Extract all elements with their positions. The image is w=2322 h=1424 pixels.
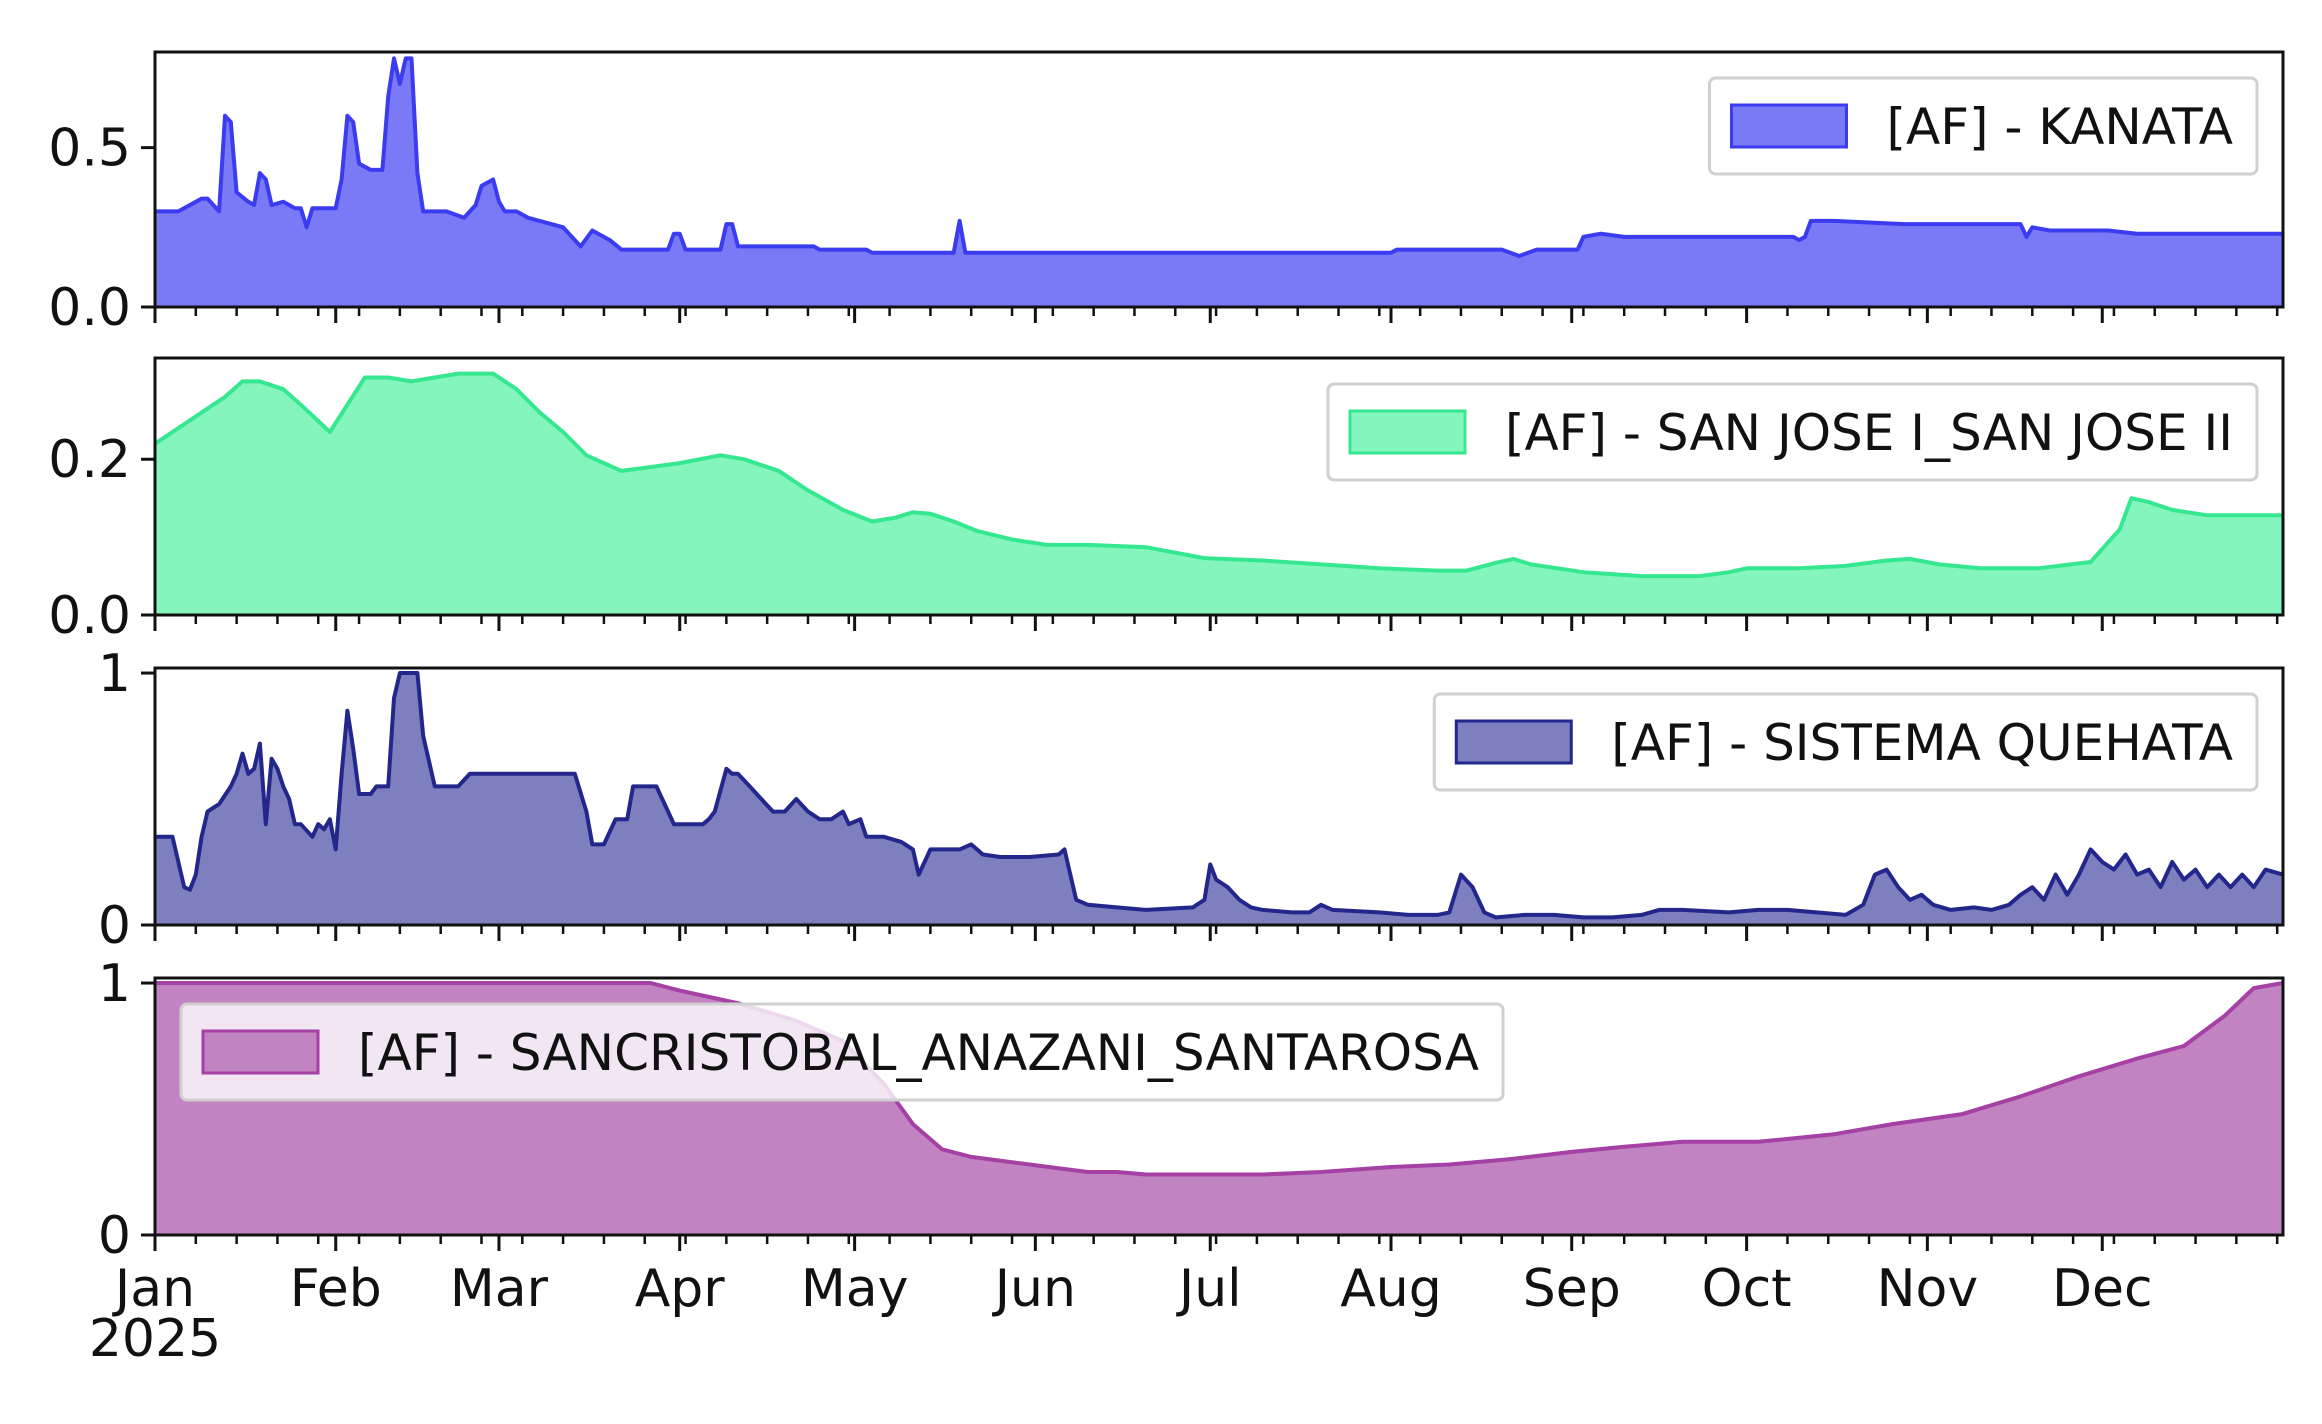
panel-af-kanata: 0.0 0.5 [AF] - KANATA — [48, 50, 2285, 338]
panel-af-sistema-quehata: 0 1 [AF] - SISTEMA QUEHATA — [98, 644, 2285, 956]
legend-box — [1707, 76, 2259, 176]
legend-label: [AF] - SAN JOSE I_SAN JOSE II — [1505, 404, 2233, 462]
x-tick-label-oct: Oct — [1702, 1259, 1792, 1319]
x-year-label: 2025 — [89, 1309, 221, 1369]
series-line-af-kanata — [155, 56, 2283, 258]
y-tick-label: 0.2 — [48, 430, 131, 490]
x-tick-label-jun: Jun — [992, 1259, 1076, 1319]
x-tick-label-nov: Nov — [1877, 1259, 1979, 1319]
series-line-af-sistema-quehata — [155, 671, 2283, 920]
legend-box — [1432, 692, 2259, 792]
y-tick-label: 0.5 — [48, 119, 131, 179]
legend-box — [1326, 382, 2259, 482]
x-tick-label-may: May — [801, 1259, 909, 1319]
y-tick-label: 0.0 — [48, 586, 131, 646]
panel-af-sancristobal-anazani-santarosa: 0 1 [AF] - SANCRISTOBAL_ANAZANI_SANTAROSA — [98, 954, 2285, 1266]
x-tick-label-aug: Aug — [1340, 1259, 1442, 1319]
legend-swatch — [201, 1029, 320, 1075]
legend-swatch — [1348, 409, 1467, 455]
area-fill-af-san-jose-i-san-jose-ii — [155, 373, 2283, 615]
series-line-af-san-jose-i-san-jose-ii — [155, 371, 2283, 579]
legend-label: [AF] - SANCRISTOBAL_ANAZANI_SANTAROSA — [358, 1024, 1479, 1082]
y-tick-label: 0 — [98, 1206, 131, 1266]
x-tick-label-apr: Apr — [635, 1259, 726, 1319]
x-tick-label-mar: Mar — [450, 1259, 549, 1319]
axes-frame — [153, 976, 2285, 1237]
x-tick-label-dec: Dec — [2052, 1259, 2153, 1319]
legend-af-sancristobal-anazani-santarosa: [AF] - SANCRISTOBAL_ANAZANI_SANTAROSA — [179, 1002, 1505, 1102]
legend-box — [179, 1002, 1505, 1102]
axes-frame — [153, 666, 2285, 927]
x-tick-label-jan: Jan — [112, 1259, 195, 1319]
area-fill-af-sistema-quehata — [155, 673, 2283, 925]
area-fill-af-kanata — [155, 58, 2283, 307]
y-tick-label: 0 — [98, 896, 131, 956]
legend-label: [AF] - KANATA — [1886, 98, 2233, 156]
y-tick-label: 1 — [98, 954, 131, 1014]
axes-frame — [153, 356, 2285, 617]
legend-swatch — [1454, 719, 1573, 765]
legend-af-kanata: [AF] - KANATA — [1707, 76, 2259, 176]
x-tick-label-jul: Jul — [1176, 1259, 1242, 1319]
y-tick-label: 0.0 — [48, 278, 131, 338]
legend-swatch — [1729, 103, 1848, 149]
y-tick-label: 1 — [98, 644, 131, 704]
x-tick-label-feb: Feb — [290, 1259, 382, 1319]
axes-frame — [153, 50, 2285, 309]
legend-af-san-jose-i-san-jose-ii: [AF] - SAN JOSE I_SAN JOSE II — [1326, 382, 2259, 482]
panel-af-san-jose-i-san-jose-ii: 0.0 0.2 [AF] - SAN JOSE I_SAN JOSE II — [48, 356, 2285, 646]
legend-label: [AF] - SISTEMA QUEHATA — [1611, 714, 2233, 772]
x-tick-label-sep: Sep — [1523, 1259, 1621, 1319]
legend-af-sistema-quehata: [AF] - SISTEMA QUEHATA — [1432, 692, 2259, 792]
